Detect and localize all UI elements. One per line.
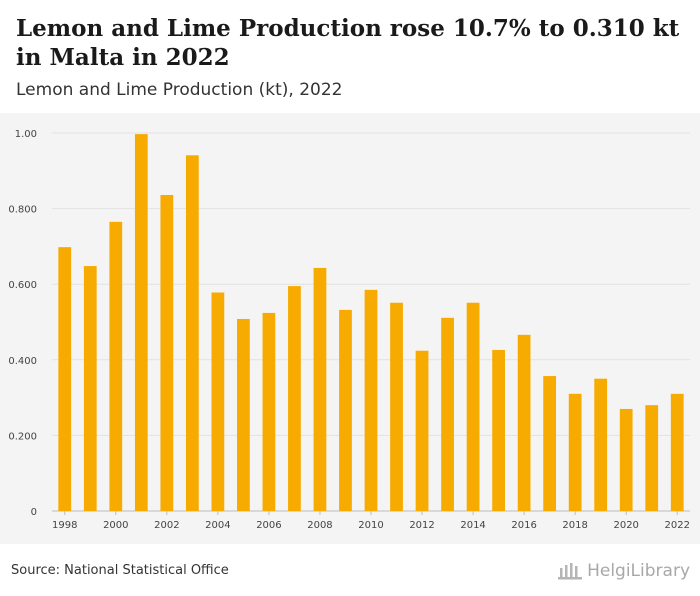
x-tick-label: 2014	[460, 520, 485, 531]
x-tick-label: 2016	[511, 520, 536, 531]
bar-2018	[568, 393, 582, 511]
bar-2012	[415, 350, 429, 511]
bar-2007	[288, 286, 301, 511]
bar-2020	[619, 408, 633, 511]
x-tick-label: 2018	[562, 520, 587, 531]
bar-1999	[83, 266, 97, 511]
x-tick-label: 2022	[665, 520, 690, 531]
logo-text: HelgiLibrary	[587, 561, 690, 581]
bar-2005	[237, 318, 250, 511]
bar-2003	[185, 155, 199, 511]
y-tick-label: 0	[31, 507, 37, 518]
bar-2015	[492, 349, 505, 511]
y-tick-label: 0.200	[8, 431, 37, 442]
bar-1998	[58, 247, 72, 511]
bar-2016	[517, 334, 531, 511]
x-tick-label: 2006	[256, 520, 281, 531]
x-tick-label: 1998	[52, 520, 77, 531]
helgilibrary-logo[interactable]: HelgiLibrary	[557, 561, 690, 581]
bar-2001	[134, 134, 148, 511]
bar-2004	[211, 292, 225, 511]
x-axis-ticks: 1998 2000 2002 2004 2006 2008 2010 2012 2014 2016…	[52, 511, 690, 531]
bar-2002	[160, 194, 174, 511]
x-tick-label: 2010	[358, 520, 383, 531]
x-tick-label: 2008	[307, 520, 332, 531]
bar-2000	[109, 221, 123, 511]
x-tick-label: 2004	[205, 520, 230, 531]
chart-subtitle: Lemon and Lime Production (kt), 2022	[16, 80, 343, 100]
source-note: Source: National Statistical Office	[11, 563, 229, 578]
bar-2014	[466, 302, 480, 511]
bar-2009	[339, 309, 352, 511]
bar-2022	[670, 393, 684, 511]
y-tick-label: 0.800	[8, 205, 37, 216]
y-tick-label: 0.600	[8, 280, 37, 291]
bar-2017	[543, 376, 557, 511]
footer	[0, 544, 700, 596]
bar-2008	[313, 267, 327, 511]
chart-title: Lemon and Lime Production rose 10.7% to …	[16, 15, 680, 71]
y-tick-label: 1.00	[15, 129, 37, 140]
grid-lines	[52, 132, 690, 512]
x-tick-label: 2020	[613, 520, 638, 531]
bar-2019	[594, 378, 608, 511]
y-axis-ticks: 0 0.200 0.400 0.600 0.800 1.00	[8, 129, 37, 518]
y-tick-label: 0.400	[8, 356, 37, 367]
bars	[58, 134, 684, 511]
bar-2021	[645, 405, 659, 511]
x-tick-label: 2012	[409, 520, 434, 531]
bar-2010	[364, 289, 378, 511]
header: Lemon and Lime Production rose 10.7% to …	[0, 0, 700, 112]
x-tick-label: 2002	[154, 520, 179, 531]
x-tick-label: 2000	[103, 520, 128, 531]
bar-2011	[390, 302, 403, 511]
library-building-icon	[558, 563, 583, 580]
bar-2013	[441, 317, 454, 511]
bar-2006	[262, 312, 276, 511]
